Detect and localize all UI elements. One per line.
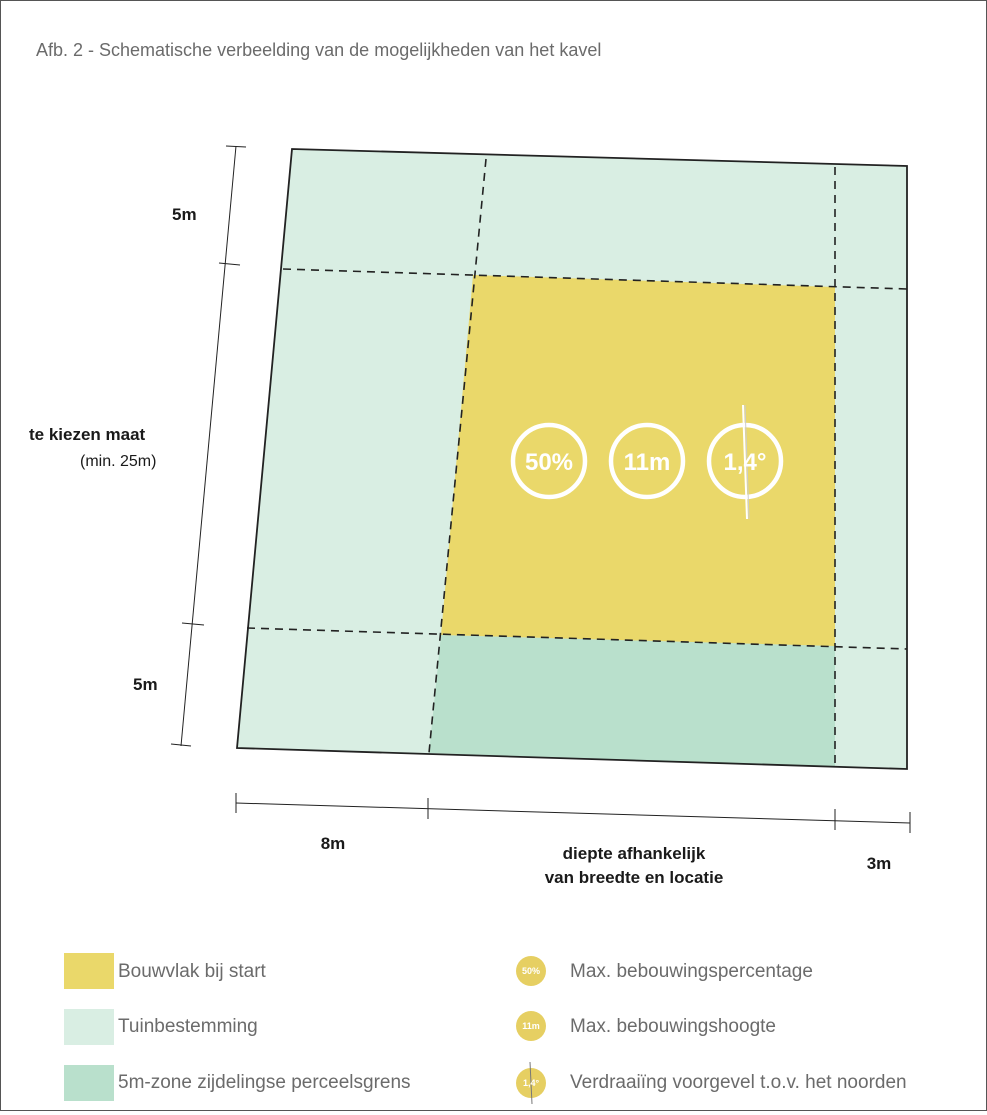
dim-bottom-right: 3m xyxy=(867,854,892,873)
dim-left-top: 5m xyxy=(172,205,197,224)
legend-swatch-bouwvlak xyxy=(64,953,114,989)
legend-badge-percentage-icon xyxy=(516,956,546,986)
legend-label-percentage: Max. bebouwingspercentage xyxy=(570,961,813,982)
dashed-line-horizontal-top xyxy=(282,268,908,290)
dashed-line-horizontal-bottom xyxy=(246,627,908,650)
badge-height-label: 11m xyxy=(624,449,671,476)
legend-label-zone5m: 5m-zone zijdelingse perceelsgrens xyxy=(118,1072,411,1093)
badge-percentage: 50% xyxy=(510,422,588,500)
badge-rotation: 1,4° xyxy=(706,404,784,520)
badge-rotation-label: 1,4° xyxy=(724,449,767,476)
legend-item-rotation: 1,4° Verdraaiïng voorgevel t.o.v. het no… xyxy=(516,1061,907,1105)
legend-swatch-tuin xyxy=(64,1009,114,1045)
dim-bottom-middle-line2: van breedte en locatie xyxy=(545,868,724,887)
legend-badge-percentage-text: 50% xyxy=(522,966,540,976)
dim-bottom-left: 8m xyxy=(321,834,346,853)
parcel-outline xyxy=(236,148,908,770)
dim-left-middle-label: te kiezen maat xyxy=(29,425,146,444)
legend-badge-rotation-text: 1,4° xyxy=(523,1078,540,1088)
bottom-dimension xyxy=(235,793,911,833)
dashed-line-vertical-left xyxy=(428,158,487,754)
legend-label-tuin: Tuinbestemming xyxy=(118,1016,258,1037)
legend-item-tuin: Tuinbestemming xyxy=(64,1009,258,1045)
figure-title: Afb. 2 - Schematische verbeelding van de… xyxy=(36,40,601,60)
bouwvlak-area xyxy=(441,275,835,646)
dim-left-middle-note: (min. 25m) xyxy=(80,453,156,470)
legend-badge-height-icon xyxy=(516,1011,546,1041)
legend-swatch-zone5m xyxy=(64,1065,114,1101)
dim-left-bottom: 5m xyxy=(133,675,158,694)
zone-5m-area xyxy=(429,635,835,767)
badge-percentage-label: 50% xyxy=(525,449,573,476)
legend-item-bouwvlak: Bouwvlak bij start xyxy=(64,953,267,989)
badge-height: 11m xyxy=(608,422,686,500)
legend-label-height: Max. bebouwingshoogte xyxy=(570,1016,776,1037)
legend-label-rotation: Verdraaiïng voorgevel t.o.v. het noorden xyxy=(570,1072,907,1093)
legend-item-zone5m: 5m-zone zijdelingse perceelsgrens xyxy=(64,1065,411,1101)
legend-badge-height-text: 11m xyxy=(522,1021,540,1031)
north-needle-icon xyxy=(742,404,748,520)
legend-label-bouwvlak: Bouwvlak bij start xyxy=(118,961,267,982)
legend-item-percentage: 50% Max. bebouwingspercentage xyxy=(516,956,813,986)
legend-item-height: 11m Max. bebouwingshoogte xyxy=(516,1011,776,1041)
left-dimension xyxy=(170,145,247,747)
legend-north-needle-icon xyxy=(529,1061,533,1105)
dim-bottom-middle-line1: diepte afhankelijk xyxy=(563,844,706,863)
